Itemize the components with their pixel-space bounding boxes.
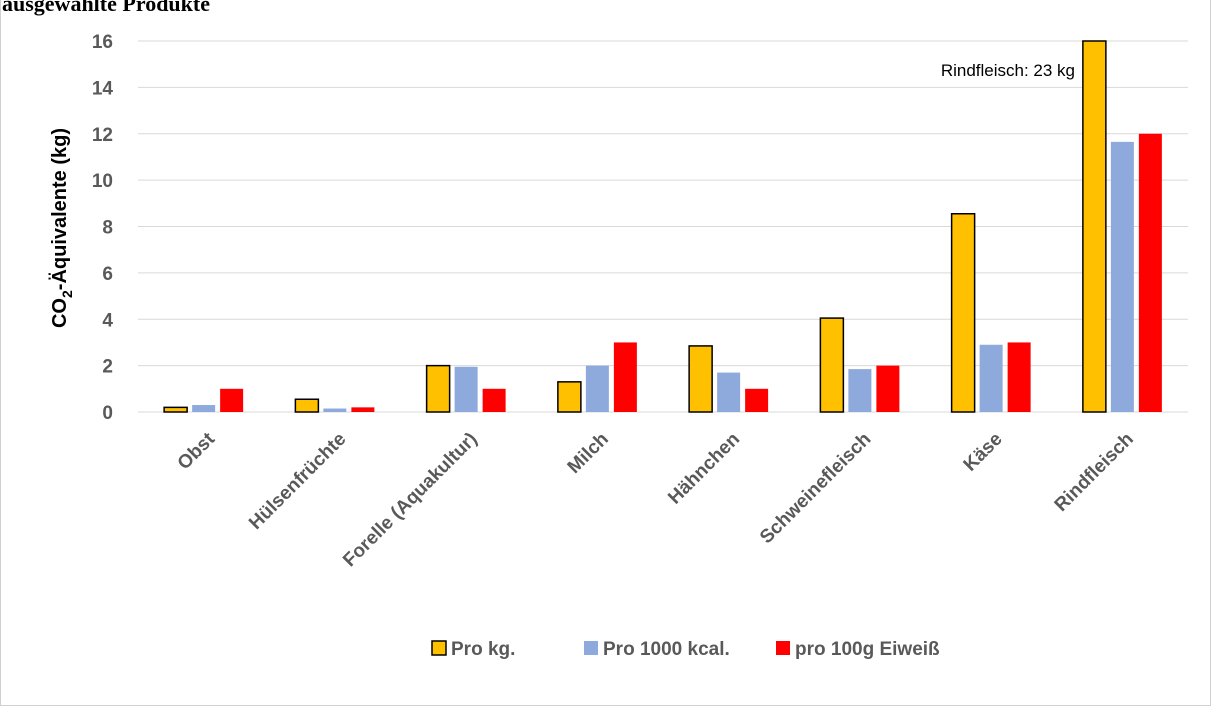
y-axis-label: CO2-Äquivalente (kg) bbox=[48, 128, 75, 328]
bar-2-3 bbox=[613, 342, 637, 412]
category-label: Milch bbox=[564, 429, 613, 478]
bar-2-0 bbox=[220, 388, 244, 412]
bar-0-2 bbox=[425, 364, 451, 413]
page-title: ausgewählte Produkte bbox=[2, 0, 210, 16]
y-tick-label: 6 bbox=[102, 264, 113, 285]
bar-0-1 bbox=[294, 398, 320, 413]
bar-0-7 bbox=[1082, 40, 1107, 413]
y-axis-ticks: 0 2 4 6 8 10 12 14 16 bbox=[92, 32, 114, 424]
legend-swatch bbox=[431, 640, 447, 656]
bar-0-6 bbox=[950, 212, 976, 413]
legend-swatch bbox=[584, 641, 598, 655]
rindfleisch-annotation: Rindfleisch: 23 kg bbox=[941, 61, 1075, 80]
category-label: Schweinefleisch bbox=[756, 429, 875, 548]
bar-2-2 bbox=[482, 388, 506, 412]
category-label: Obst bbox=[174, 428, 220, 474]
category-label: Hülsenfrüchte bbox=[245, 429, 350, 534]
y-tick-label: 14 bbox=[92, 78, 114, 99]
bar-1-2 bbox=[454, 366, 478, 412]
legend: Pro kg. Pro 1000 kcal. pro 100g Eiweiß bbox=[431, 639, 940, 660]
bar-0-3 bbox=[557, 381, 582, 413]
legend-label: pro 100g Eiweiß bbox=[795, 639, 940, 660]
y-tick-label: 0 bbox=[102, 403, 113, 424]
legend-label: Pro 1000 kcal. bbox=[603, 639, 730, 660]
bar-1-4 bbox=[717, 372, 741, 412]
bar-0-5 bbox=[819, 317, 845, 413]
bar-1-1 bbox=[323, 408, 347, 412]
category-label: Rindfleisch bbox=[1051, 429, 1138, 516]
y-tick-label: 10 bbox=[92, 171, 113, 192]
y-tick-label: 8 bbox=[102, 218, 113, 239]
category-label: Käse bbox=[960, 429, 1007, 476]
bar-1-7 bbox=[1110, 141, 1134, 412]
bar-0-4 bbox=[688, 345, 713, 413]
y-tick-label: 12 bbox=[92, 125, 113, 146]
bar-1-5 bbox=[848, 369, 872, 412]
bar-2-4 bbox=[745, 388, 769, 412]
bar-2-5 bbox=[876, 365, 900, 412]
category-label: Hähnchen bbox=[664, 429, 744, 509]
category-label: Forelle (Aquakultur) bbox=[339, 429, 481, 571]
bar-1-3 bbox=[585, 365, 609, 412]
legend-label: Pro kg. bbox=[451, 639, 515, 660]
y-tick-label: 2 bbox=[102, 357, 113, 378]
bar-2-7 bbox=[1138, 133, 1162, 412]
bar-1-6 bbox=[979, 344, 1003, 412]
bar-2-1 bbox=[351, 407, 375, 412]
y-tick-label: 16 bbox=[92, 32, 113, 53]
bars bbox=[163, 40, 1162, 413]
bar-1-0 bbox=[192, 405, 216, 412]
bar-0-0 bbox=[163, 406, 188, 413]
legend-swatch bbox=[776, 641, 790, 655]
bar-2-6 bbox=[1007, 342, 1031, 412]
y-tick-label: 4 bbox=[102, 310, 113, 331]
